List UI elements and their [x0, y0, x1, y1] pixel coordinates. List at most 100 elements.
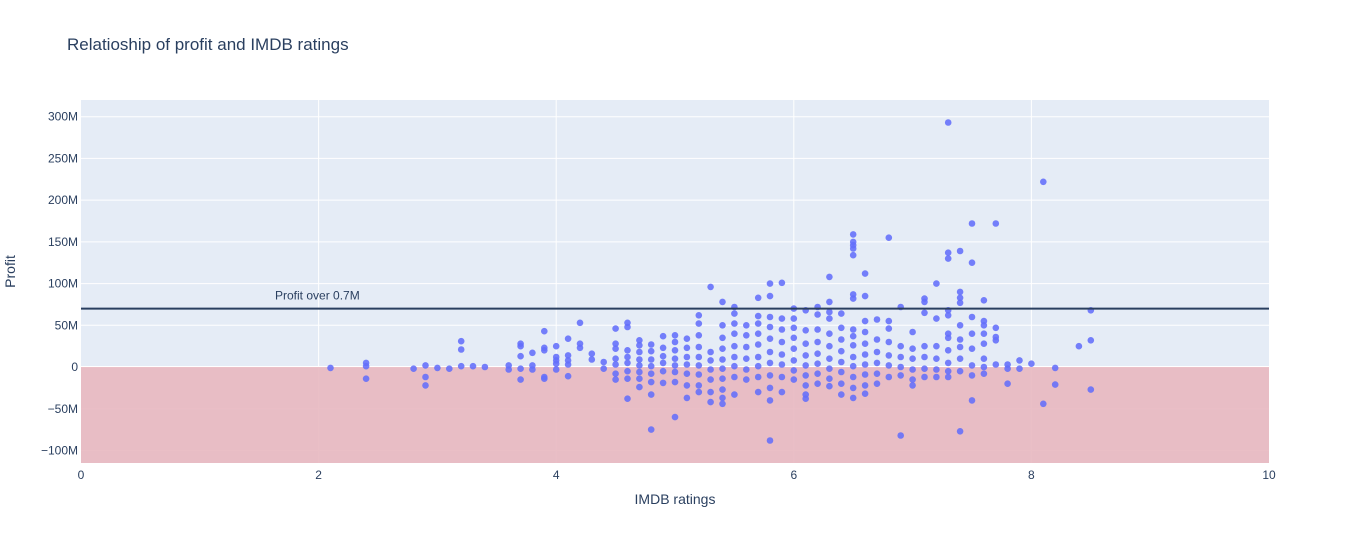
data-point — [469, 362, 477, 370]
data-point — [636, 375, 643, 383]
data-point — [790, 324, 798, 332]
data-point — [541, 375, 548, 383]
data-point — [410, 365, 417, 373]
data-point — [944, 249, 952, 256]
data-point — [647, 347, 655, 355]
data-point — [671, 413, 679, 421]
data-point — [552, 366, 560, 373]
data-point — [754, 388, 762, 396]
data-point — [968, 330, 976, 338]
data-point — [802, 362, 809, 369]
data-point — [766, 372, 774, 379]
data-point — [683, 353, 691, 361]
data-point — [933, 342, 940, 350]
data-point — [683, 361, 691, 368]
data-point — [814, 370, 821, 378]
data-point — [743, 332, 750, 339]
data-point — [766, 359, 774, 367]
data-point — [838, 358, 845, 366]
data-point — [362, 362, 370, 370]
data-point — [826, 315, 833, 322]
data-point — [481, 363, 489, 371]
data-point — [719, 400, 726, 408]
data-point — [517, 365, 524, 373]
data-point — [909, 328, 916, 336]
data-point — [778, 361, 786, 368]
data-point — [802, 395, 809, 403]
x-tick-label: 2 — [315, 468, 322, 482]
data-point — [885, 234, 893, 241]
data-point — [719, 394, 726, 402]
data-point — [731, 353, 738, 361]
data-point — [541, 327, 548, 335]
data-point — [790, 315, 798, 322]
data-point — [849, 362, 857, 370]
data-point — [422, 373, 429, 381]
data-point — [826, 355, 833, 363]
y-tick-label: 100M — [48, 277, 78, 291]
data-point — [624, 375, 631, 383]
data-point — [743, 366, 750, 373]
data-point — [422, 362, 429, 369]
data-point — [647, 341, 655, 348]
data-point — [671, 355, 679, 363]
data-point — [434, 364, 441, 372]
data-point — [552, 342, 560, 350]
data-point — [861, 317, 869, 325]
data-point — [885, 338, 893, 346]
data-point — [731, 330, 738, 338]
data-point — [695, 353, 703, 361]
data-point — [576, 344, 584, 352]
chart-title: Relatioship of profit and IMDB ratings — [67, 35, 349, 54]
data-point — [624, 367, 631, 375]
data-point — [707, 376, 714, 383]
data-point — [980, 297, 988, 304]
y-tick-label: 150M — [48, 235, 78, 249]
data-point — [683, 394, 691, 402]
data-point — [838, 380, 845, 388]
x-tick-label: 6 — [790, 468, 797, 482]
data-point — [695, 371, 703, 378]
data-point — [873, 336, 881, 343]
data-point — [814, 326, 821, 333]
data-point — [529, 366, 536, 373]
data-point — [647, 356, 655, 363]
data-point — [980, 330, 988, 338]
data-point — [683, 344, 691, 352]
data-point — [695, 332, 703, 339]
data-point — [754, 353, 762, 361]
data-point — [909, 382, 916, 389]
x-tick-label: 0 — [78, 468, 85, 482]
data-point — [695, 388, 703, 396]
data-point — [790, 345, 798, 353]
data-point — [719, 322, 726, 329]
data-point — [921, 365, 928, 373]
data-point — [683, 335, 691, 343]
data-point — [719, 356, 726, 363]
data-point — [885, 352, 893, 359]
data-point — [707, 398, 714, 406]
data-point — [968, 313, 976, 321]
data-point — [1004, 380, 1011, 388]
data-point — [968, 362, 976, 369]
data-point — [457, 337, 465, 345]
data-point — [671, 362, 679, 369]
data-point — [778, 373, 786, 381]
data-point — [778, 279, 786, 287]
data-point — [873, 370, 881, 378]
data-point — [766, 280, 774, 287]
y-tick-label: 200M — [48, 193, 78, 207]
data-point — [683, 370, 691, 378]
data-point — [659, 344, 667, 352]
y-tick-label: 50M — [55, 318, 78, 332]
data-point — [921, 309, 928, 317]
data-point — [659, 379, 667, 387]
data-point — [564, 361, 572, 368]
data-point — [1051, 381, 1059, 388]
data-point — [457, 362, 465, 370]
data-point — [849, 353, 857, 361]
data-point — [980, 322, 988, 329]
data-point — [647, 362, 655, 370]
data-point — [956, 343, 964, 351]
data-point — [849, 394, 857, 402]
